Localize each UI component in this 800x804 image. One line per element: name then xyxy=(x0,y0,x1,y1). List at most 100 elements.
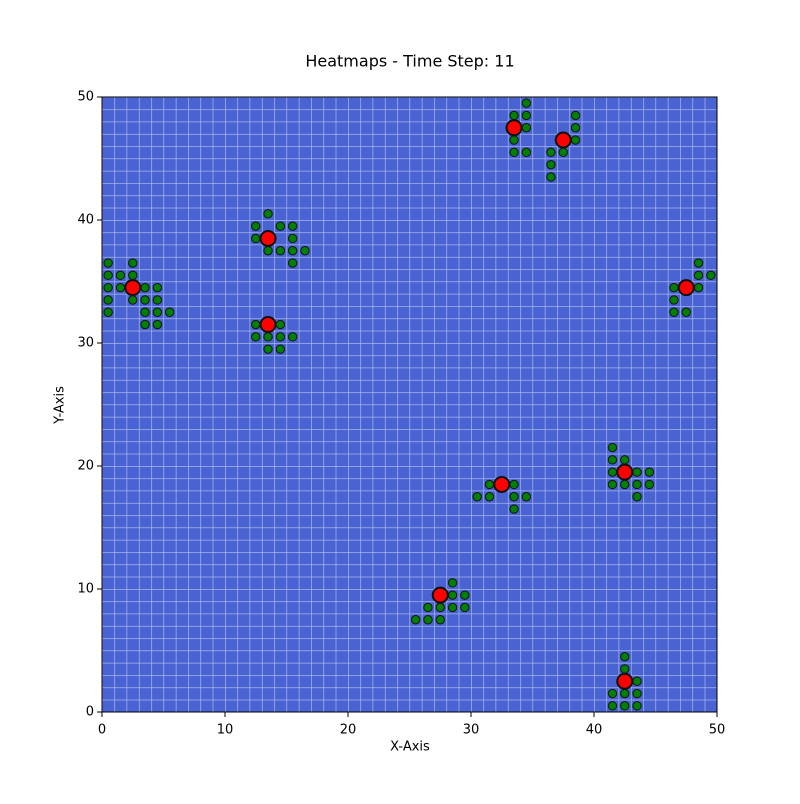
point xyxy=(669,282,679,293)
point xyxy=(410,615,421,625)
point xyxy=(607,479,618,490)
x-tick-label: 40 xyxy=(586,723,603,738)
point xyxy=(620,479,630,490)
point xyxy=(509,492,519,502)
point xyxy=(152,282,163,293)
point xyxy=(607,701,618,711)
chart-title: Heatmaps - Time Step: 11 xyxy=(305,52,514,71)
point xyxy=(632,676,642,686)
point xyxy=(435,602,445,613)
point xyxy=(251,319,261,330)
point xyxy=(509,479,519,490)
point xyxy=(521,123,532,133)
point xyxy=(669,295,679,305)
point xyxy=(447,590,458,600)
point xyxy=(706,270,716,281)
point xyxy=(570,123,581,133)
point xyxy=(103,307,113,317)
point xyxy=(521,147,532,158)
point xyxy=(693,270,704,281)
y-tick-label: 10 xyxy=(77,582,94,597)
point xyxy=(620,701,630,711)
point xyxy=(620,455,630,465)
point xyxy=(275,319,286,330)
point xyxy=(140,282,150,293)
point xyxy=(287,332,298,342)
point xyxy=(103,282,113,293)
point xyxy=(616,463,634,481)
point xyxy=(275,246,286,256)
point xyxy=(435,615,445,625)
point xyxy=(447,578,458,588)
point xyxy=(300,246,310,256)
point xyxy=(644,467,655,477)
point xyxy=(431,586,449,604)
point xyxy=(509,110,519,121)
x-tick-label: 30 xyxy=(463,723,480,738)
point xyxy=(263,332,273,342)
point xyxy=(447,602,458,613)
point xyxy=(546,159,556,170)
point xyxy=(460,602,470,613)
point xyxy=(128,295,138,305)
point xyxy=(275,344,286,354)
point xyxy=(607,688,618,699)
point xyxy=(287,233,298,244)
point xyxy=(251,233,261,244)
point xyxy=(505,119,523,137)
point xyxy=(607,442,618,453)
point xyxy=(521,110,532,121)
y-tick-label: 20 xyxy=(77,459,94,474)
point xyxy=(521,492,532,502)
point xyxy=(263,246,273,256)
y-tick-label: 50 xyxy=(77,90,94,105)
point xyxy=(570,135,581,145)
point xyxy=(693,282,704,293)
point xyxy=(620,651,630,662)
plot-frame xyxy=(101,96,718,713)
point xyxy=(632,479,642,490)
point xyxy=(152,295,163,305)
y-tick-label: 0 xyxy=(86,705,94,720)
point xyxy=(275,221,286,231)
point xyxy=(546,147,556,158)
point xyxy=(616,672,634,690)
point xyxy=(103,270,113,281)
point xyxy=(493,475,511,493)
point xyxy=(681,307,691,317)
point xyxy=(677,279,695,297)
point xyxy=(140,295,150,305)
x-axis-label: X-Axis xyxy=(390,740,430,755)
point xyxy=(423,615,433,625)
point xyxy=(259,229,277,247)
point xyxy=(287,258,298,268)
point xyxy=(152,307,163,317)
point xyxy=(103,295,113,305)
heatmap-cells xyxy=(102,97,717,712)
point xyxy=(164,307,175,317)
point xyxy=(128,270,138,281)
x-tick-label: 0 xyxy=(98,723,106,738)
point xyxy=(460,590,470,600)
point xyxy=(570,110,581,121)
point xyxy=(263,209,273,219)
point xyxy=(472,492,482,502)
point xyxy=(115,270,126,281)
point xyxy=(632,467,642,477)
point xyxy=(546,172,556,182)
point xyxy=(275,332,286,342)
point xyxy=(152,319,163,330)
point xyxy=(115,282,126,293)
point xyxy=(607,467,618,477)
point xyxy=(287,246,298,256)
point xyxy=(140,307,150,317)
point xyxy=(620,664,630,674)
point xyxy=(259,316,277,334)
point xyxy=(509,147,519,158)
point xyxy=(554,131,572,149)
x-tick-label: 50 xyxy=(709,723,726,738)
point xyxy=(484,479,495,490)
x-tick-label: 10 xyxy=(217,723,234,738)
point xyxy=(128,258,138,268)
